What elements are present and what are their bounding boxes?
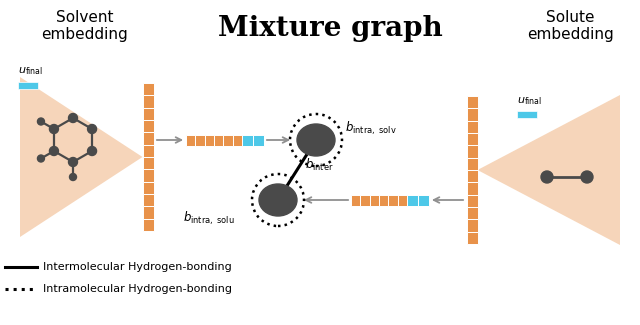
Bar <box>195 135 205 146</box>
Bar <box>214 135 223 146</box>
Bar <box>143 83 154 95</box>
Polygon shape <box>20 77 143 237</box>
Bar <box>242 135 253 146</box>
Bar <box>233 135 242 146</box>
Bar <box>467 145 477 158</box>
Bar <box>379 194 388 205</box>
Polygon shape <box>477 95 620 245</box>
Bar <box>143 219 154 231</box>
Bar <box>143 145 154 157</box>
Bar <box>418 194 429 205</box>
Bar <box>467 133 477 145</box>
Bar <box>186 135 195 146</box>
Bar <box>360 194 370 205</box>
Bar <box>467 170 477 182</box>
Bar <box>467 232 477 244</box>
Bar <box>467 108 477 121</box>
Bar <box>143 182 154 194</box>
Ellipse shape <box>297 124 335 156</box>
Bar <box>143 194 154 206</box>
Bar <box>143 95 154 108</box>
Bar <box>398 194 407 205</box>
Bar <box>18 82 38 89</box>
Bar <box>205 135 214 146</box>
Bar <box>143 169 154 182</box>
Bar <box>143 120 154 132</box>
Bar <box>370 194 379 205</box>
Ellipse shape <box>259 184 297 216</box>
Bar <box>143 132 154 145</box>
Bar <box>351 194 360 205</box>
Circle shape <box>49 147 58 155</box>
Text: $u_{\mathregular{final}}$: $u_{\mathregular{final}}$ <box>517 95 542 107</box>
Text: $b_{\mathregular{intra,\ solv}}$: $b_{\mathregular{intra,\ solv}}$ <box>345 119 397 137</box>
Bar <box>467 121 477 133</box>
Bar <box>467 158 477 170</box>
Bar <box>143 206 154 219</box>
Bar <box>467 182 477 195</box>
Text: Solvent
embedding: Solvent embedding <box>42 10 129 42</box>
Text: Mixture graph: Mixture graph <box>218 15 442 42</box>
Bar <box>467 207 477 219</box>
Bar <box>223 135 233 146</box>
Text: $u_{\mathregular{final}}$: $u_{\mathregular{final}}$ <box>18 65 43 77</box>
Circle shape <box>68 113 77 123</box>
Circle shape <box>88 124 97 134</box>
Bar <box>143 108 154 120</box>
Circle shape <box>38 155 44 162</box>
Bar <box>517 111 537 118</box>
Circle shape <box>70 174 77 180</box>
Circle shape <box>581 171 593 183</box>
Text: Intermolecular Hydrogen-bonding: Intermolecular Hydrogen-bonding <box>43 262 232 272</box>
Circle shape <box>88 147 97 155</box>
Circle shape <box>38 118 44 125</box>
Bar <box>143 157 154 169</box>
Bar <box>253 135 264 146</box>
Text: $b_{\mathregular{intra,\ solu}}$: $b_{\mathregular{intra,\ solu}}$ <box>183 209 235 227</box>
Text: Intramolecular Hydrogen-bonding: Intramolecular Hydrogen-bonding <box>43 284 232 294</box>
Bar <box>467 195 477 207</box>
Bar <box>467 219 477 232</box>
Text: $b_{\mathregular{inter}}$: $b_{\mathregular{inter}}$ <box>305 157 333 173</box>
Circle shape <box>49 124 58 134</box>
Circle shape <box>541 171 553 183</box>
Bar <box>467 96 477 108</box>
Bar <box>407 194 418 205</box>
Bar <box>388 194 398 205</box>
Text: Solute
embedding: Solute embedding <box>527 10 613 42</box>
Circle shape <box>68 158 77 166</box>
